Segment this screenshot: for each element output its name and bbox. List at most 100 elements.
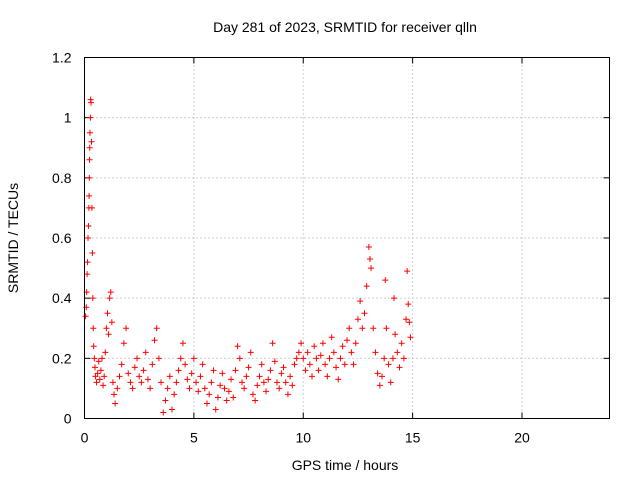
data-point — [387, 379, 394, 386]
data-point — [84, 271, 91, 278]
data-point — [372, 349, 379, 356]
data-point — [90, 325, 97, 332]
data-point — [97, 367, 104, 374]
data-point — [142, 349, 149, 356]
data-point — [86, 156, 93, 163]
y-tick-label: 0.4 — [52, 290, 72, 306]
data-point — [92, 373, 99, 380]
y-tick-label: 0 — [64, 411, 72, 427]
data-point — [239, 379, 245, 386]
data-point — [169, 406, 175, 413]
data-point — [100, 382, 107, 389]
data-point — [208, 379, 215, 386]
data-point — [89, 295, 96, 302]
data-point — [188, 370, 195, 377]
data-point — [400, 355, 407, 362]
x-tick-label: 0 — [81, 430, 89, 446]
data-point — [404, 268, 411, 275]
x-tick-label: 20 — [514, 430, 530, 446]
data-point — [406, 319, 413, 326]
data-point — [363, 283, 370, 290]
data-point — [326, 355, 333, 362]
data-point — [232, 367, 239, 374]
data-point — [123, 325, 130, 332]
data-point — [365, 244, 372, 251]
data-point — [346, 325, 353, 332]
data-point — [108, 319, 115, 326]
data-point — [280, 364, 287, 371]
data-point — [162, 397, 169, 404]
data-point — [260, 379, 267, 386]
data-point — [333, 364, 340, 371]
data-point — [319, 340, 326, 347]
data-point — [392, 331, 399, 338]
data-point — [354, 316, 361, 323]
data-point — [195, 388, 202, 395]
data-point — [184, 376, 191, 383]
data-point — [175, 367, 182, 374]
data-point — [289, 382, 296, 389]
data-point — [322, 361, 329, 368]
data-point — [104, 310, 111, 317]
data-point — [177, 355, 184, 362]
data-point — [300, 355, 307, 362]
data-point — [403, 316, 410, 323]
data-point — [249, 391, 256, 398]
data-point — [109, 379, 116, 386]
data-point — [134, 355, 140, 362]
data-point — [361, 310, 368, 317]
data-point — [267, 367, 274, 374]
data-point — [144, 376, 151, 383]
data-point — [155, 355, 162, 362]
data-point — [293, 355, 300, 362]
data-point — [84, 259, 91, 266]
data-point — [204, 400, 210, 407]
data-point — [114, 385, 121, 392]
data-point — [88, 138, 95, 145]
data-point — [86, 129, 93, 136]
chart-title: Day 281 of 2023, SRMTID for receiver qll… — [213, 19, 477, 35]
data-point — [95, 358, 102, 365]
data-point — [88, 204, 95, 211]
data-point — [282, 379, 289, 386]
data-point — [383, 325, 390, 332]
data-point — [389, 355, 396, 362]
data-point — [391, 295, 398, 302]
data-point — [94, 370, 101, 377]
data-point — [111, 391, 118, 398]
data-point — [263, 388, 270, 395]
x-tick-label: 10 — [295, 430, 311, 446]
y-tick-label: 0.2 — [52, 350, 72, 366]
data-points — [82, 96, 414, 416]
data-point — [118, 361, 125, 368]
data-point — [105, 331, 112, 338]
data-point — [241, 385, 248, 392]
data-point — [164, 385, 171, 392]
data-point — [341, 361, 348, 368]
data-point — [106, 295, 113, 302]
data-point — [309, 373, 315, 380]
plot-frame — [84, 57, 610, 419]
data-point — [179, 340, 186, 347]
data-point — [357, 298, 364, 305]
data-point — [328, 334, 335, 341]
data-point — [245, 364, 252, 371]
data-point — [228, 376, 235, 383]
data-point — [370, 325, 377, 332]
data-point — [234, 343, 241, 350]
data-point — [407, 334, 414, 341]
data-point — [120, 340, 127, 347]
data-point — [276, 385, 283, 392]
data-point — [147, 385, 154, 392]
data-point — [225, 388, 232, 395]
data-point — [256, 373, 263, 380]
data-point — [311, 343, 318, 350]
data-point — [306, 361, 313, 368]
data-point — [313, 355, 320, 362]
data-point — [96, 376, 103, 383]
data-point — [93, 379, 100, 386]
data-point — [90, 343, 97, 350]
data-point — [153, 325, 160, 332]
data-point — [86, 174, 93, 181]
tick-layer: 0 0.2 0.4 0.6 0.8 1 1.2 0 5 10 15 20 — [52, 50, 610, 446]
